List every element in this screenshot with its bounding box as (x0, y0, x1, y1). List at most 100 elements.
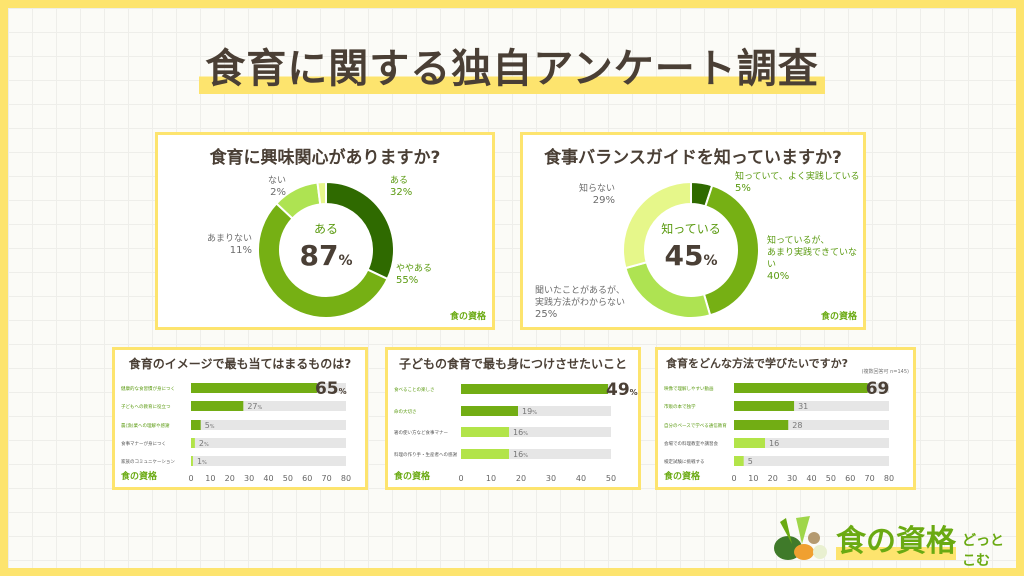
value-number: 1 (197, 457, 202, 466)
value-number: 31 (798, 402, 808, 411)
bar (461, 449, 509, 459)
value-unit: % (523, 431, 528, 437)
chart-title: 食育をどんな方法で学びたいですか? (666, 357, 849, 370)
slice-label: ややある 55% (396, 263, 432, 287)
x-tick-label: 0 (188, 474, 193, 483)
bar-panel-image: 食育のイメージで最も当てはまるものは? 健康的な食習慣が身につく 65% 子どもへの教… (112, 347, 368, 490)
bar-track (734, 401, 889, 411)
category-label: 会場での料理教室や講習会 (664, 440, 718, 447)
x-tick-label: 70 (322, 474, 332, 483)
x-tick-label: 20 (768, 474, 778, 483)
value-number: 16 (769, 439, 779, 448)
center-unit: % (703, 253, 718, 269)
bar-track (734, 456, 889, 466)
center-value: 45% (646, 240, 736, 277)
slice-label-value: 5% (735, 183, 751, 194)
value-label: 16% (513, 450, 528, 459)
bar (191, 438, 195, 448)
slice-label: ない 2% (268, 175, 286, 199)
slice-label-value: 2% (270, 187, 286, 198)
value-label: 16% (513, 428, 528, 437)
value-label: 1% (197, 457, 207, 466)
brand-logo: 食の資格 どっとこむ (766, 508, 1016, 569)
x-tick-label: 50 (283, 474, 293, 483)
slice-label: 知らない 29% (579, 183, 615, 207)
mini-logo: 食の資格 (820, 312, 857, 322)
center-number: 87 (299, 239, 339, 272)
x-tick-label: 70 (865, 474, 875, 483)
x-tick-label: 10 (748, 474, 758, 483)
page-title: 食育に関する独自アンケート調査 (8, 36, 1016, 94)
bar (734, 420, 789, 430)
category-label: 食事マナーが身につく (121, 440, 166, 447)
value-label: 69 (866, 379, 890, 399)
chart-title: 子どもの食育で最も身につけさせたいこと (398, 357, 627, 371)
center-number: 45 (664, 239, 704, 272)
mini-logo: 食の資格 (449, 312, 486, 322)
slice-label-value: 25% (535, 309, 558, 320)
mini-logo: 食の資格 (121, 472, 158, 482)
x-tick-label: 30 (244, 474, 254, 483)
x-tick-label: 60 (302, 474, 312, 483)
value-label: 16 (769, 439, 779, 448)
value-number: 27 (247, 402, 257, 411)
value-number: 5 (748, 457, 753, 466)
bar (734, 383, 868, 393)
center-label: ある (313, 222, 338, 236)
slice-label-name: 知っているが、 あまり実践できていない (767, 236, 858, 270)
category-label: 映像で理解しやすい動画 (664, 385, 714, 392)
value-unit: % (532, 410, 537, 416)
bar (191, 420, 201, 430)
value-number: 19 (522, 407, 532, 416)
slice-label-name: 知っていて、よく実践している (735, 172, 860, 182)
slice-label: ある 32% (390, 175, 412, 199)
logo-sub-text: どっとこむ (962, 533, 1004, 569)
x-tick-label: 80 (341, 474, 351, 483)
value-label: 65% (315, 379, 347, 399)
x-tick-label: 50 (826, 474, 836, 483)
slice-label-name: あまりない (206, 234, 252, 244)
x-tick-label: 60 (845, 474, 855, 483)
bar-track (191, 420, 346, 430)
slice-label-name: 聞いたことがあるが、 実践方法がわからない (535, 286, 626, 308)
value-number: 2 (199, 439, 204, 448)
mini-logo: 食の資格 (394, 472, 431, 482)
center-label: 知っている (661, 222, 721, 236)
slice-label: あまりない 11% (207, 233, 252, 257)
x-tick-label: 40 (576, 474, 586, 483)
x-tick-label: 80 (884, 474, 894, 483)
value-unit: % (339, 387, 347, 396)
category-label: 市販の本で独学 (664, 403, 696, 410)
x-tick-label: 30 (787, 474, 797, 483)
value-label: 49% (606, 380, 638, 400)
donut-slice (702, 184, 760, 317)
bar-track (734, 438, 889, 448)
category-label: 自分のペースで学べる通信教育 (664, 422, 727, 429)
x-tick-label: 20 (225, 474, 235, 483)
page-title-text: 食育に関する独自アンケート調査 (199, 36, 825, 94)
slice-label-value: 32% (390, 187, 413, 198)
donut-panel-balance-guide: 食事バランスガイドを知っていますか? 知っていて、よく実践している 5% 知っているが… (520, 132, 866, 330)
value-number: 65 (315, 379, 339, 399)
value-unit: % (523, 453, 528, 459)
bar-track (461, 449, 611, 459)
slice-label-name: 知らない (578, 184, 615, 194)
bar-panel-children: 子どもの食育で最も身につけさせたいこと 食べることの楽しさ 49% 命の大切さ 19% 箸… (385, 347, 641, 490)
value-unit: % (630, 388, 638, 397)
category-label: 食べることの楽しさ (394, 386, 434, 393)
bar (191, 456, 193, 466)
donut-panel-interest: 食育に興味関心がありますか? ある 32% ややある 55% あまりない 11% ない 2% ある… (155, 132, 495, 330)
slice-label: 知っていて、よく実践している 5% (735, 171, 860, 195)
x-tick-label: 40 (806, 474, 816, 483)
category-label: 命の大切さ (394, 408, 417, 415)
bar (734, 438, 765, 448)
bar-track (191, 456, 346, 466)
donut-chart (257, 180, 395, 319)
bar (461, 427, 509, 437)
category-label: 家族のコミュニケーション (121, 458, 175, 465)
x-tick-label: 50 (606, 474, 616, 483)
x-tick-label: 0 (458, 474, 463, 483)
value-label: 5% (205, 421, 215, 430)
value-number: 69 (866, 379, 890, 399)
x-tick-label: 0 (731, 474, 736, 483)
